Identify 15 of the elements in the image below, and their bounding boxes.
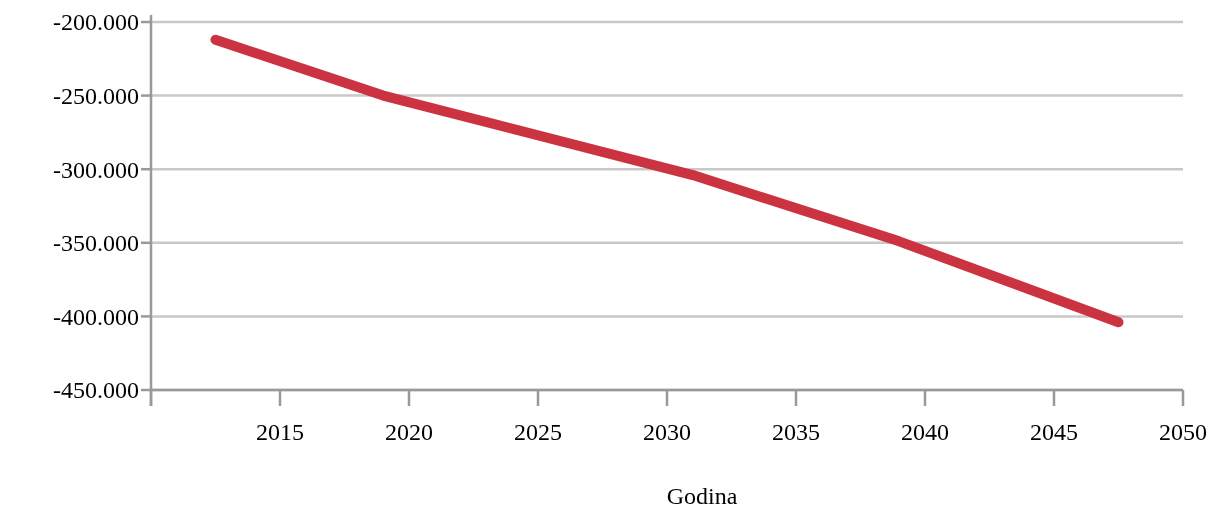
y-tick-label: -250.000 [53,83,139,109]
x-tick-label: 2015 [256,419,304,445]
x-tick-label: 2030 [643,419,691,445]
y-tick-label: -300.000 [53,156,139,183]
x-axis-title: Godina [666,483,738,508]
y-tick-label: -450.000 [53,377,139,404]
y-tick-label: -200.000 [53,9,139,36]
y-tick-label: -400.000 [53,303,139,330]
x-tick-label: 2020 [385,419,433,445]
x-tick-label: 2040 [901,419,949,445]
x-tick-label: 2035 [772,419,820,445]
y-tick-label: -350.000 [53,230,139,257]
x-tick-label: 2045 [1030,419,1078,445]
x-tick-label: 2050 [1159,419,1207,445]
x-tick-label: 2025 [514,419,562,445]
